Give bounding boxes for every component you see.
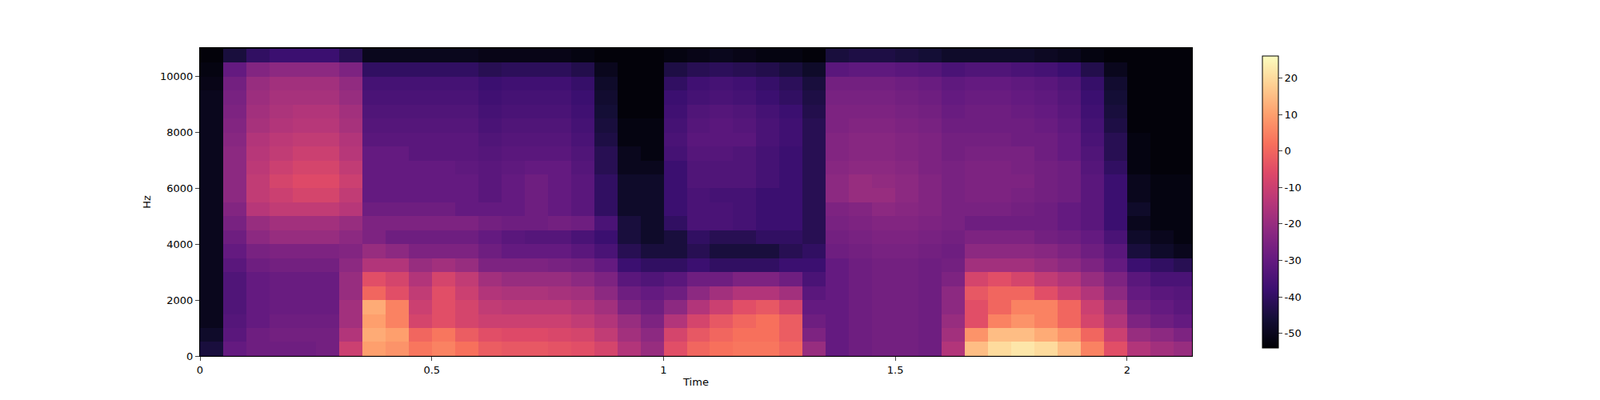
- svg-text:Hz: Hz: [140, 195, 153, 209]
- svg-text:10000: 10000: [160, 70, 193, 83]
- svg-text:4000: 4000: [166, 238, 193, 251]
- svg-text:-20: -20: [1284, 217, 1302, 230]
- svg-text:20: 20: [1284, 72, 1299, 84]
- svg-text:0.5: 0.5: [423, 364, 440, 376]
- svg-text:2000: 2000: [166, 294, 193, 307]
- svg-text:1.5: 1.5: [887, 364, 904, 376]
- svg-text:-10: -10: [1284, 181, 1302, 194]
- svg-text:1: 1: [660, 364, 667, 376]
- svg-text:0: 0: [186, 350, 193, 363]
- svg-text:6000: 6000: [166, 182, 193, 195]
- svg-text:10: 10: [1284, 108, 1299, 121]
- svg-text:2: 2: [1124, 364, 1131, 376]
- svg-text:0: 0: [196, 364, 204, 376]
- svg-text:-30: -30: [1284, 254, 1302, 267]
- svg-text:Time: Time: [682, 376, 709, 388]
- svg-text:-50: -50: [1284, 327, 1302, 340]
- svg-text:8000: 8000: [166, 126, 193, 139]
- svg-text:0: 0: [1284, 144, 1292, 157]
- svg-text:-40: -40: [1284, 291, 1302, 304]
